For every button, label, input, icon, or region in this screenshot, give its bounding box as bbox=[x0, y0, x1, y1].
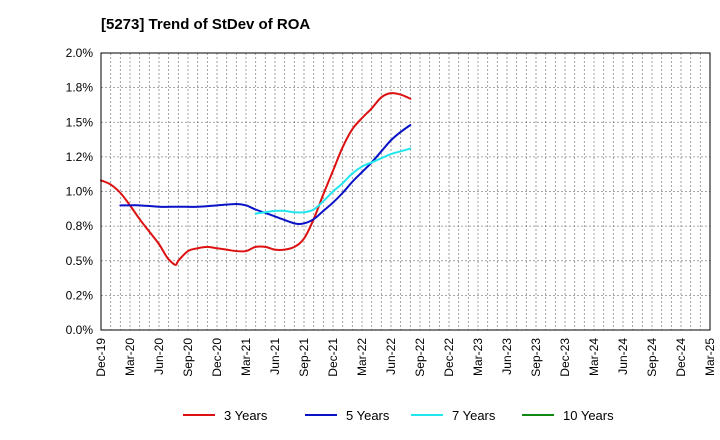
grid-layer bbox=[101, 53, 710, 330]
x-tick-label: Sep-21 bbox=[297, 338, 311, 377]
x-tick-label: Sep-22 bbox=[413, 338, 427, 377]
y-tick-label: 0.2% bbox=[66, 288, 94, 302]
y-tick-label: 1.5% bbox=[66, 115, 94, 129]
legend: 3 Years 5 Years 7 Years 10 Years bbox=[183, 408, 614, 423]
y-tick-label: 0.5% bbox=[66, 254, 94, 268]
x-tick-label: Mar-23 bbox=[471, 338, 485, 376]
x-tick-label: Dec-19 bbox=[94, 338, 108, 377]
x-tick-label: Mar-22 bbox=[355, 338, 369, 376]
x-tick-label: Dec-20 bbox=[210, 338, 224, 377]
x-tick-label: Sep-20 bbox=[181, 338, 195, 377]
y-tick-label: 0.8% bbox=[66, 219, 94, 233]
x-tick-label: Mar-21 bbox=[239, 338, 253, 376]
plot-frame bbox=[100, 52, 711, 331]
y-tick-label: 1.0% bbox=[66, 185, 94, 199]
x-tick-label: Dec-21 bbox=[326, 338, 340, 377]
x-axis-ticks: Dec-19 Mar-20 Jun-20 Sep-20 Dec-20 Mar-21 Jun-… bbox=[94, 338, 717, 377]
x-tick-label: Jun-20 bbox=[152, 338, 166, 375]
x-tick-label: Sep-23 bbox=[529, 338, 543, 377]
y-axis-ticks: 0.0% 0.2% 0.5% 0.8% 1.0% 1.2% 1.5% 1.8% 2.0% bbox=[66, 46, 94, 337]
legend-label-3: 7 Years bbox=[452, 408, 496, 423]
legend-label-2: 5 Years bbox=[346, 408, 390, 423]
x-tick-label: Jun-22 bbox=[384, 338, 398, 375]
x-tick-label: Sep-24 bbox=[645, 338, 659, 377]
chart-title: [5273] Trend of StDev of ROA bbox=[101, 16, 310, 33]
legend-label-1: 3 Years bbox=[224, 408, 268, 423]
y-tick-label: 1.8% bbox=[66, 81, 94, 95]
x-tick-label: Mar-25 bbox=[703, 338, 717, 376]
series-line-3 bbox=[254, 147, 412, 215]
x-tick-label: Jun-21 bbox=[268, 338, 282, 375]
series-layer bbox=[100, 92, 412, 266]
x-tick-label: Dec-22 bbox=[442, 338, 456, 377]
x-tick-label: Jun-24 bbox=[616, 338, 630, 375]
legend-label-4: 10 Years bbox=[563, 408, 614, 423]
x-tick-label: Mar-20 bbox=[123, 338, 137, 376]
x-tick-label: Dec-24 bbox=[674, 338, 688, 377]
y-tick-label: 2.0% bbox=[66, 46, 94, 60]
series-line-1 bbox=[100, 92, 412, 266]
x-tick-label: Dec-23 bbox=[558, 338, 572, 377]
y-tick-label: 0.0% bbox=[66, 323, 94, 337]
x-tick-label: Jun-23 bbox=[500, 338, 514, 375]
y-tick-label: 1.2% bbox=[66, 150, 94, 164]
x-tick-label: Mar-24 bbox=[587, 338, 601, 376]
